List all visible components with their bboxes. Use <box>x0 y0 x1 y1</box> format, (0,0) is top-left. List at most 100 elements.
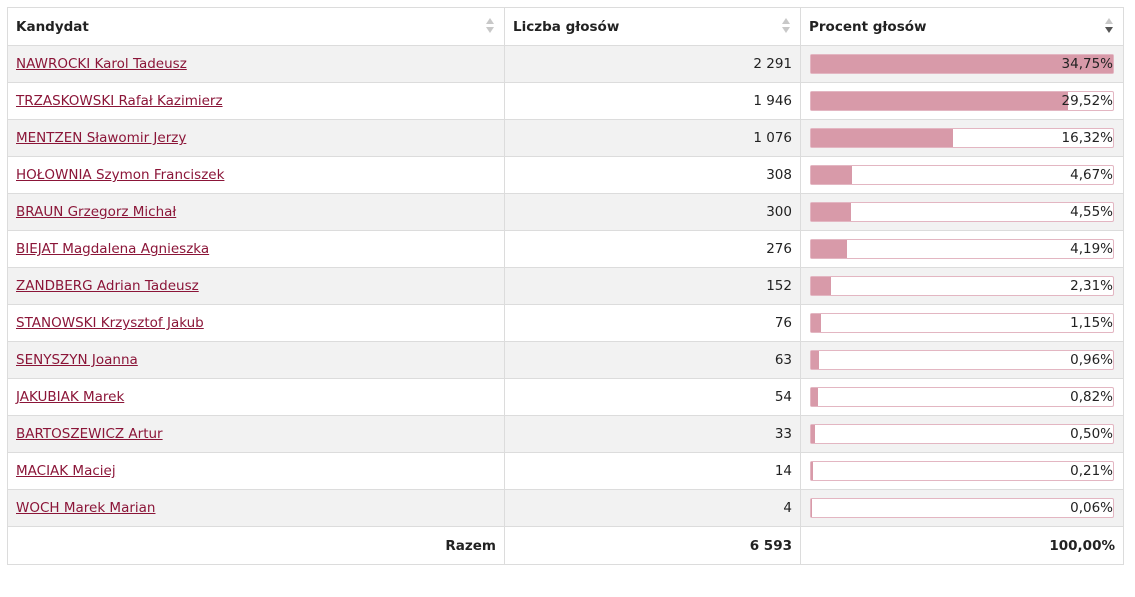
candidate-cell: HOŁOWNIA Szymon Franciszek <box>7 156 505 194</box>
candidate-link[interactable]: JAKUBIAK Marek <box>16 389 125 405</box>
votes-cell: 152 <box>504 267 801 305</box>
percent-label: 4,19% <box>1070 241 1113 257</box>
percent-label: 2,31% <box>1070 278 1113 294</box>
header-votes[interactable]: Liczba głosów <box>504 7 801 46</box>
candidate-cell: SENYSZYN Joanna <box>7 341 505 379</box>
votes-cell: 276 <box>504 230 801 268</box>
candidate-link[interactable]: SENYSZYN Joanna <box>16 352 138 368</box>
percent-bar-track <box>810 202 1114 222</box>
votes-cell: 76 <box>504 304 801 342</box>
percent-cell: 4,67% <box>800 156 1124 194</box>
votes-cell: 2 291 <box>504 45 801 83</box>
table-row: STANOWSKI Krzysztof Jakub 76 1,15% <box>7 304 1124 342</box>
sort-arrows-icon[interactable] <box>782 18 790 36</box>
table-row: BIEJAT Magdalena Agnieszka 276 4,19% <box>7 230 1124 268</box>
candidate-link[interactable]: BARTOSZEWICZ Artur <box>16 426 163 442</box>
percent-bar-track <box>810 387 1114 407</box>
percent-label: 0,50% <box>1070 426 1113 442</box>
candidate-cell: BARTOSZEWICZ Artur <box>7 415 505 453</box>
percent-cell: 16,32% <box>800 119 1124 157</box>
candidate-cell: WOCH Marek Marian <box>7 489 505 527</box>
header-candidate[interactable]: Kandydat <box>7 7 505 46</box>
votes-cell: 33 <box>504 415 801 453</box>
candidate-cell: MACIAK Maciej <box>7 452 505 490</box>
table-header-row: Kandydat Liczba głosów Procent głosów <box>7 7 1124 46</box>
percent-cell: 34,75% <box>800 45 1124 83</box>
votes-cell: 1 076 <box>504 119 801 157</box>
percent-cell: 4,19% <box>800 230 1124 268</box>
percent-bar-track <box>810 350 1114 370</box>
candidate-link[interactable]: HOŁOWNIA Szymon Franciszek <box>16 167 225 183</box>
candidate-cell: NAWROCKI Karol Tadeusz <box>7 45 505 83</box>
candidate-cell: BRAUN Grzegorz Michał <box>7 193 505 231</box>
percent-bar-fill <box>811 499 812 517</box>
percent-bar-track <box>810 54 1114 74</box>
sort-desc-icon[interactable] <box>1105 18 1113 36</box>
percent-label: 29,52% <box>1061 93 1113 109</box>
percent-label: 4,55% <box>1070 204 1113 220</box>
candidate-link[interactable]: ZANDBERG Adrian Tadeusz <box>16 278 199 294</box>
percent-cell: 0,50% <box>800 415 1124 453</box>
candidate-link[interactable]: BRAUN Grzegorz Michał <box>16 204 177 220</box>
percent-bar-fill <box>811 351 820 369</box>
table-row: TRZASKOWSKI Rafał Kazimierz 1 946 29,52% <box>7 82 1124 120</box>
percent-label: 0,96% <box>1070 352 1113 368</box>
candidate-link[interactable]: BIEJAT Magdalena Agnieszka <box>16 241 210 257</box>
percent-label: 16,32% <box>1061 130 1113 146</box>
percent-bar-fill <box>811 425 816 443</box>
header-percent[interactable]: Procent głosów <box>800 7 1124 46</box>
percent-bar-fill <box>811 203 851 221</box>
percent-label: 4,67% <box>1070 167 1113 183</box>
total-percent: 100,00% <box>800 526 1124 565</box>
percent-bar-track <box>810 91 1114 111</box>
percent-label: 1,15% <box>1070 315 1113 331</box>
percent-bar-fill <box>811 129 953 147</box>
votes-cell: 300 <box>504 193 801 231</box>
votes-cell: 1 946 <box>504 82 801 120</box>
votes-cell: 63 <box>504 341 801 379</box>
candidate-link[interactable]: TRZASKOWSKI Rafał Kazimierz <box>16 93 223 109</box>
percent-bar-track <box>810 239 1114 259</box>
percent-cell: 4,55% <box>800 193 1124 231</box>
table-row: HOŁOWNIA Szymon Franciszek 308 4,67% <box>7 156 1124 194</box>
percent-bar-fill <box>811 240 848 258</box>
candidate-link[interactable]: MENTZEN Sławomir Jerzy <box>16 130 187 146</box>
percent-bar-fill <box>811 388 819 406</box>
percent-bar-fill <box>811 277 832 295</box>
table-row: ZANDBERG Adrian Tadeusz 152 2,31% <box>7 267 1124 305</box>
percent-cell: 0,82% <box>800 378 1124 416</box>
candidate-cell: ZANDBERG Adrian Tadeusz <box>7 267 505 305</box>
percent-bar-track <box>810 424 1114 444</box>
percent-cell: 0,06% <box>800 489 1124 527</box>
percent-cell: 2,31% <box>800 267 1124 305</box>
votes-cell: 308 <box>504 156 801 194</box>
header-percent-label: Procent głosów <box>809 18 927 35</box>
table-row: WOCH Marek Marian 4 0,06% <box>7 489 1124 527</box>
percent-bar-fill <box>811 314 822 332</box>
percent-bar-fill <box>811 166 852 184</box>
table-row: MACIAK Maciej 14 0,21% <box>7 452 1124 490</box>
results-table-container: Kandydat Liczba głosów Procent głosów NA… <box>7 7 1124 565</box>
percent-bar-track <box>810 498 1114 518</box>
percent-bar-track <box>810 128 1114 148</box>
percent-cell: 0,96% <box>800 341 1124 379</box>
votes-cell: 14 <box>504 452 801 490</box>
votes-cell: 4 <box>504 489 801 527</box>
candidate-link[interactable]: MACIAK Maciej <box>16 463 116 479</box>
candidate-link[interactable]: STANOWSKI Krzysztof Jakub <box>16 315 204 331</box>
table-row: SENYSZYN Joanna 63 0,96% <box>7 341 1124 379</box>
total-votes: 6 593 <box>504 526 801 565</box>
percent-bar-track <box>810 276 1114 296</box>
percent-bar-fill <box>811 55 1113 73</box>
percent-bar-track <box>810 313 1114 333</box>
header-candidate-label: Kandydat <box>16 18 89 35</box>
candidate-link[interactable]: NAWROCKI Karol Tadeusz <box>16 56 187 72</box>
table-row: BARTOSZEWICZ Artur 33 0,50% <box>7 415 1124 453</box>
table-body: NAWROCKI Karol Tadeusz 2 291 34,75% TRZASKO… <box>7 45 1124 527</box>
sort-arrows-icon[interactable] <box>486 18 494 36</box>
candidate-link[interactable]: WOCH Marek Marian <box>16 500 156 516</box>
percent-bar-fill <box>811 462 813 480</box>
candidate-cell: STANOWSKI Krzysztof Jakub <box>7 304 505 342</box>
percent-cell: 0,21% <box>800 452 1124 490</box>
percent-cell: 29,52% <box>800 82 1124 120</box>
